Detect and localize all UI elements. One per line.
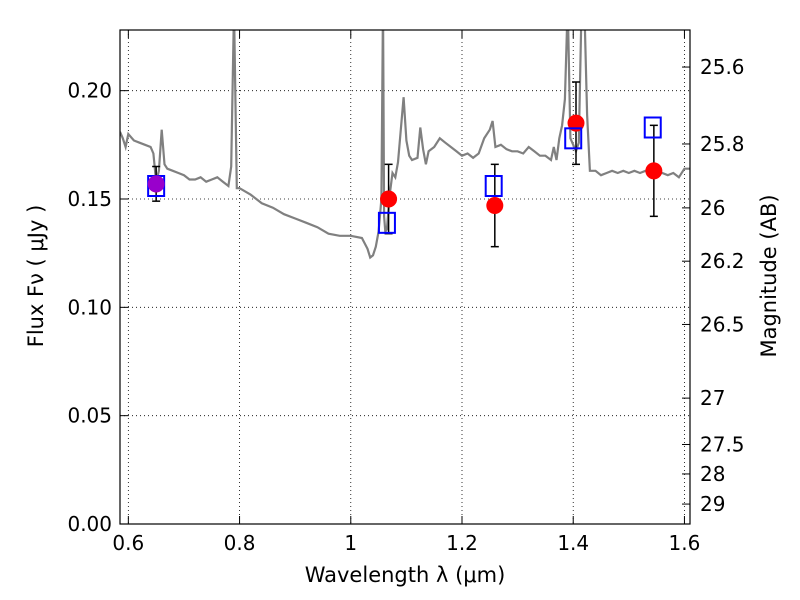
overlap-point: [147, 175, 165, 193]
axis-ticks: 0.6 0.8 1 1.2 1.4 1.6 0.00 0.05 0.10 0.15 0.20 25.6…: [67, 30, 745, 555]
model-sed-line: [120, 30, 690, 260]
x-tick-label: 1: [344, 531, 357, 555]
observed-point: [380, 190, 398, 208]
observed-point: [645, 162, 663, 180]
y-tick-label: 0.05: [67, 404, 112, 428]
model-sed-series: [120, 30, 690, 260]
y2-tick-label: 29: [700, 492, 725, 516]
observed-point: [567, 114, 585, 132]
y2-axis-label: Magnitude (AB): [757, 194, 781, 357]
x-axis-label: Wavelength λ (μm): [305, 563, 506, 587]
model-point: [484, 175, 503, 197]
x-tick-label: 1.2: [446, 531, 478, 555]
y-tick-label: 0.20: [67, 79, 112, 103]
observed-point: [486, 197, 504, 214]
y-tick-label: 0.15: [67, 187, 112, 211]
y2-tick-label: 27.5: [700, 432, 745, 456]
y2-tick-label: 28: [700, 462, 725, 486]
model-point: [564, 127, 583, 150]
y-tick-label: 0.00: [67, 512, 112, 536]
y2-tick-label: 25.6: [700, 55, 745, 79]
x-tick-label: 1.6: [669, 531, 701, 555]
y2-tick-label: 26.2: [700, 249, 745, 273]
plot-frame: [119, 29, 691, 525]
y-axis-label: Flux Fν ( μJy ): [24, 205, 48, 348]
y2-tick-label: 26.5: [700, 312, 745, 336]
x-tick-label: 0.6: [112, 531, 144, 555]
x-tick-label: 1.4: [557, 531, 589, 555]
y-tick-label: 0.10: [67, 295, 112, 319]
y2-tick-label: 27: [700, 386, 725, 410]
y2-tick-label: 26: [700, 196, 725, 220]
model-point: [377, 211, 396, 234]
x-tick-label: 0.8: [224, 531, 256, 555]
photometry-points: [147, 81, 663, 248]
y2-tick-label: 25.8: [700, 132, 745, 156]
model-point: [643, 116, 662, 139]
